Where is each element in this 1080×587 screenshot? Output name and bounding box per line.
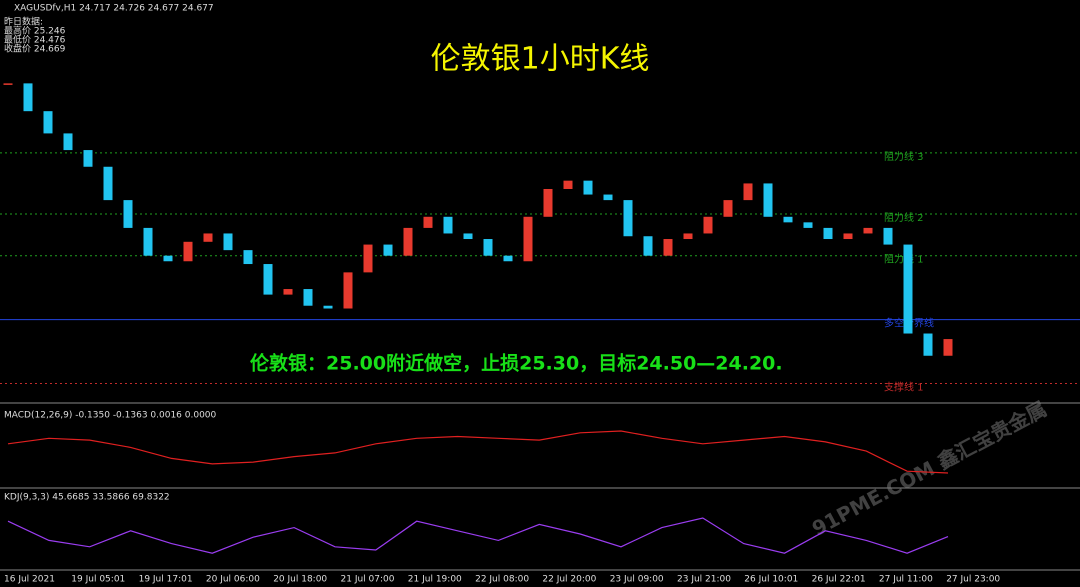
candle xyxy=(783,216,793,223)
candle xyxy=(543,188,553,217)
candle xyxy=(703,216,713,234)
info-line: 最高价 25.246 xyxy=(4,25,66,37)
candle xyxy=(323,305,333,309)
candle xyxy=(863,227,873,234)
candle xyxy=(343,272,353,309)
level-label: 支撑线 1 xyxy=(884,381,924,394)
candle xyxy=(443,216,453,234)
x-tick-label: 22 Jul 08:00 xyxy=(475,575,529,585)
candle xyxy=(103,166,113,201)
kdj-line xyxy=(7,517,949,554)
candle xyxy=(583,180,593,195)
level-label: 阻力线 2 xyxy=(884,211,924,224)
candle xyxy=(563,180,573,189)
info-line: 收盘价 24.669 xyxy=(4,43,66,55)
candle xyxy=(923,333,933,356)
kdj-header: KDJ(9,3,3) 45.6685 33.5866 69.8322 xyxy=(4,493,170,503)
chart-title: 伦敦银1小时K线 xyxy=(431,42,650,77)
candle xyxy=(223,233,233,251)
candle xyxy=(423,216,433,228)
macd-line xyxy=(7,430,949,474)
x-tick-label: 21 Jul 19:00 xyxy=(408,575,462,585)
x-tick-label: 16 Jul 2021 xyxy=(4,575,55,585)
x-tick-label: 20 Jul 06:00 xyxy=(206,575,260,585)
candle xyxy=(143,227,153,256)
level-label: 阻力线 3 xyxy=(884,150,924,163)
x-tick-label: 23 Jul 21:00 xyxy=(677,575,731,585)
candle xyxy=(63,133,73,151)
candle xyxy=(163,255,173,262)
candle xyxy=(643,236,653,256)
candle xyxy=(843,233,853,240)
candle xyxy=(123,200,133,228)
candle xyxy=(403,227,413,256)
candle xyxy=(623,200,633,237)
candle xyxy=(483,239,493,256)
candle xyxy=(303,289,313,306)
candle xyxy=(943,339,953,356)
candle xyxy=(3,83,13,85)
x-tick-label: 27 Jul 11:00 xyxy=(879,575,933,585)
candle xyxy=(523,216,533,262)
info-line: 最低价 24.476 xyxy=(4,34,66,46)
candle xyxy=(383,244,393,256)
x-tick-label: 20 Jul 18:00 xyxy=(273,575,327,585)
x-tick-label: 23 Jul 09:00 xyxy=(610,575,664,585)
candle xyxy=(83,150,93,167)
x-tick-label: 26 Jul 22:01 xyxy=(812,575,866,585)
symbol-header: XAGUSDfv,H1 24.717 24.726 24.677 24.677 xyxy=(14,4,214,14)
candle xyxy=(763,183,773,217)
candle xyxy=(243,250,253,265)
candle xyxy=(203,233,213,242)
candle xyxy=(23,83,33,112)
candle xyxy=(363,244,373,273)
candle xyxy=(883,227,893,245)
candle xyxy=(43,111,53,134)
candle xyxy=(283,289,293,295)
x-tick-label: 19 Jul 17:01 xyxy=(139,575,193,585)
candle xyxy=(803,222,813,228)
info-line: 昨日数据: xyxy=(4,16,43,28)
candle xyxy=(463,233,473,240)
x-tick-label: 22 Jul 20:00 xyxy=(542,575,596,585)
candle xyxy=(743,183,753,201)
candle xyxy=(683,233,693,240)
candle xyxy=(723,200,733,217)
macd-header: MACD(12,26,9) -0.1350 -0.1363 0.0016 0.0… xyxy=(4,411,217,421)
candle xyxy=(603,194,613,201)
candle xyxy=(263,264,273,295)
candle xyxy=(903,244,913,334)
annotation: 伦敦银：25.00附近做空，止损25.30，目标24.50—24.20. xyxy=(250,352,783,375)
x-tick-label: 27 Jul 23:00 xyxy=(946,575,1000,585)
x-tick-label: 19 Jul 05:01 xyxy=(71,575,125,585)
candle xyxy=(503,255,513,262)
candle xyxy=(823,227,833,240)
candle xyxy=(663,239,673,256)
x-tick-label: 21 Jul 07:00 xyxy=(341,575,395,585)
candle xyxy=(183,241,193,262)
x-tick-label: 26 Jul 10:01 xyxy=(744,575,798,585)
